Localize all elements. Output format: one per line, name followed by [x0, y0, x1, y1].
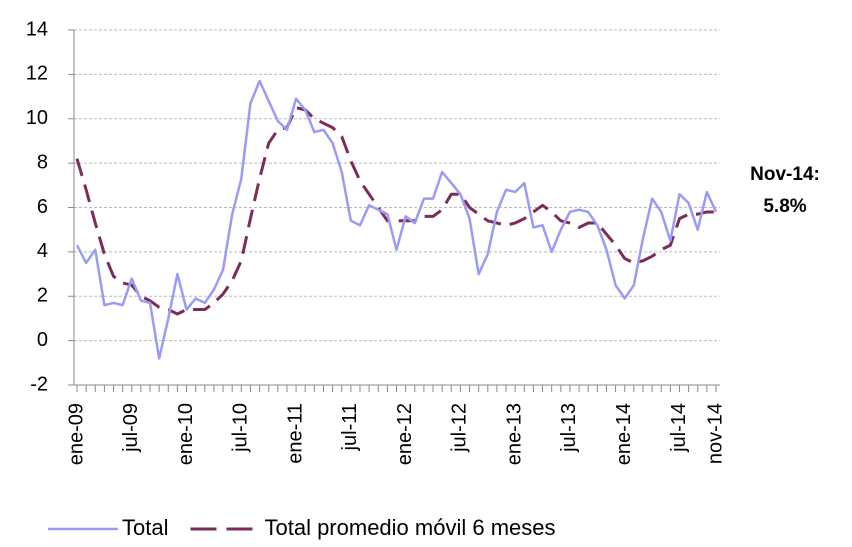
x-tick-label: ene-12 — [394, 403, 416, 465]
x-tick-label: jul-14 — [668, 403, 690, 453]
y-tick-label: 4 — [37, 240, 48, 262]
y-tick-label: 10 — [26, 107, 48, 129]
x-tick-label: jul-13 — [558, 403, 580, 453]
x-tick-label: jul-10 — [230, 403, 252, 453]
y-tick-label: 12 — [26, 63, 48, 85]
x-tick-label: jul-09 — [120, 403, 142, 453]
series-line — [75, 106, 716, 316]
annotation: 5.8% — [763, 196, 806, 217]
x-tick-label: jul-11 — [339, 403, 361, 451]
y-tick-label: 6 — [37, 196, 48, 218]
annotation: Nov-14: — [750, 164, 820, 185]
legend-label: Total promedio móvil 6 meses — [264, 515, 555, 540]
legend-label: Total — [122, 515, 168, 540]
y-tick-label: 2 — [37, 285, 48, 307]
series-line — [75, 79, 718, 360]
x-tick-label: nov-14 — [704, 403, 726, 464]
y-tick-label: 14 — [26, 18, 48, 40]
y-tick-label: 8 — [37, 151, 48, 173]
y-tick-label: -2 — [30, 373, 48, 395]
x-tick-label: ene-09 — [65, 403, 87, 465]
x-tick-label: ene-10 — [175, 403, 197, 465]
x-tick-label: ene-13 — [503, 403, 525, 465]
y-tick-label: 0 — [37, 329, 48, 351]
x-tick-label: ene-11 — [284, 403, 306, 464]
x-tick-label: jul-12 — [449, 403, 471, 453]
x-tick-label: ene-14 — [613, 403, 635, 465]
